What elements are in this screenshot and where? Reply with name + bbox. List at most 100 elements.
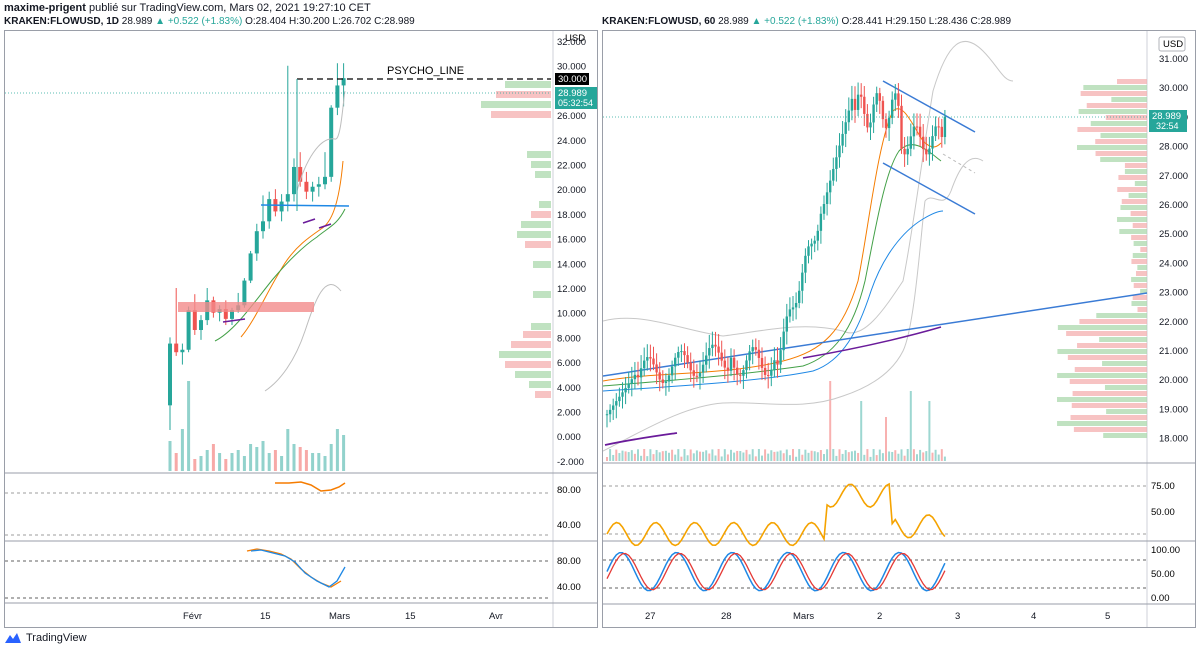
right-vp-bar: [1079, 319, 1147, 324]
left-candle-body: [223, 308, 228, 319]
right-volume-bar: [894, 450, 897, 461]
right-volume-bar: [680, 456, 683, 461]
left-ytick: 26.000: [557, 111, 586, 122]
right-candle-body: [757, 349, 761, 358]
right-ytick: 20.000: [1159, 375, 1188, 386]
right-volume-bar: [612, 454, 615, 461]
right-symbol-line: KRAKEN:FLOWUSD, 60 28.989 ▲ +0.522 (+1.8…: [602, 16, 1011, 27]
right-volume-bar: [816, 452, 819, 461]
right-volume-bar: [810, 450, 813, 461]
left-last: 28.989: [121, 16, 153, 27]
right-ma-purple-start: [604, 432, 678, 446]
left-vp-bar: [496, 91, 551, 98]
left-ytick: 32.000: [557, 37, 586, 48]
right-volume-bar: [773, 451, 776, 461]
right-volume-bar: [699, 451, 701, 461]
right-volume-bar: [776, 451, 779, 461]
right-chart-svg[interactable]: USD 31.00030.00029.00028.00027.00026.000…: [603, 31, 1195, 627]
right-candle-body: [661, 379, 664, 384]
right-volume-bar: [888, 451, 891, 461]
right-candle-body: [714, 344, 717, 347]
right-vp-bar: [1072, 391, 1147, 396]
right-vp-bar: [1077, 343, 1147, 348]
right-volume-bar: [658, 452, 661, 461]
right-volume-bar: [736, 450, 739, 461]
right-xtick-2: Mars: [793, 611, 814, 622]
right-volume-bar: [627, 452, 630, 461]
left-vp-bar: [481, 101, 551, 108]
left-candle-body: [248, 253, 253, 281]
right-chart-panel[interactable]: USD 31.00030.00029.00028.00027.00026.000…: [602, 30, 1196, 628]
right-candle-body: [680, 351, 683, 353]
right-volume-bar: [640, 455, 643, 461]
right-vp-bar: [1134, 181, 1147, 186]
right-candle-body: [695, 375, 699, 377]
left-symbol-line: KRAKEN:FLOWUSD, 1D 28.989 ▲ +0.522 (+1.8…: [4, 16, 415, 27]
footer: TradingView: [4, 631, 87, 645]
left-volume-bar: [205, 450, 209, 471]
right-volume-bar: [726, 454, 729, 461]
right-volume-bar: [829, 381, 832, 461]
right-candle-body: [776, 360, 779, 365]
right-ema-mid: [603, 144, 942, 387]
right-candle-body: [940, 126, 943, 138]
right-candle-body: [847, 110, 850, 123]
right-candle-body: [742, 370, 745, 376]
right-vp-bar: [1057, 421, 1147, 426]
right-volume-bar: [751, 449, 754, 461]
right-volume-bar: [838, 449, 841, 461]
right-candle-body: [903, 148, 906, 155]
right-candle-body: [918, 126, 922, 137]
left-candle-body: [310, 186, 315, 192]
right-candle-body: [909, 136, 912, 149]
right-candle-body: [922, 136, 925, 150]
right-volume-bar: [714, 455, 717, 461]
psycho-label: PSYCHO_LINE: [387, 65, 464, 77]
right-stoch-tick-2: 0.00: [1151, 593, 1170, 604]
right-volume-bar: [646, 456, 649, 461]
right-candle-body: [804, 255, 807, 273]
right-vp-bar: [1077, 145, 1147, 150]
right-vp-bar: [1132, 223, 1147, 228]
right-vp-bar: [1077, 127, 1147, 132]
left-candle-body: [329, 107, 334, 177]
left-xtick-0: Févr: [183, 611, 202, 622]
left-chart-svg[interactable]: USD 32.00030.00028.00026.00024.00022.000…: [5, 31, 597, 627]
right-vp-bar: [1130, 211, 1147, 216]
right-candle-body: [615, 401, 618, 406]
right-candle-body: [658, 372, 661, 380]
left-candle-body: [323, 176, 327, 185]
right-volume-bar: [792, 449, 794, 461]
right-vp-bar: [1140, 289, 1147, 294]
right-rsi-tick-0: 75.00: [1151, 481, 1175, 492]
left-volume-bar: [304, 450, 308, 471]
right-ytick: 27.000: [1159, 171, 1188, 182]
right-candle-body: [739, 374, 742, 376]
right-vp-bar: [1131, 235, 1147, 240]
right-volume-bar: [916, 454, 918, 461]
right-volume-bar: [761, 455, 763, 461]
right-volume-bar: [881, 453, 884, 461]
left-vp-bar: [527, 151, 551, 158]
left-symbol: KRAKEN:FLOWUSD, 1D: [4, 16, 119, 27]
left-volume-bar: [187, 381, 191, 471]
left-chart-panel[interactable]: USD 32.00030.00028.00026.00024.00022.000…: [4, 30, 598, 628]
right-volume-bar: [637, 449, 639, 461]
left-volume-bar: [267, 453, 271, 471]
right-volume-bar: [770, 450, 773, 461]
right-volume-bar: [723, 449, 726, 461]
left-volume-bar: [199, 456, 203, 471]
right-vp-bar: [1124, 169, 1147, 174]
left-volume-bar: [174, 453, 178, 471]
right-vp-bar: [1057, 349, 1147, 354]
right-vp-bar: [1106, 409, 1147, 414]
left-candle-body: [261, 221, 265, 232]
right-vp-bar: [1099, 337, 1147, 342]
left-ytick: 10.000: [557, 309, 586, 320]
right-candle-body: [841, 133, 844, 146]
right-currency-box[interactable]: [1158, 36, 1186, 52]
right-volume-bar: [661, 451, 664, 461]
left-stoch-tick-1: 40.00: [557, 582, 581, 593]
left-volume-bar: [342, 435, 346, 471]
left-stoch-k: [250, 549, 346, 588]
